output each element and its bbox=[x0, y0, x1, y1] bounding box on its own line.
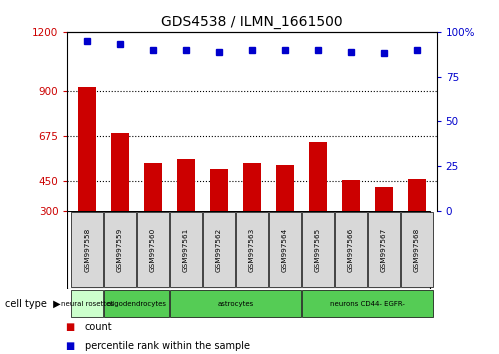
Text: GSM997562: GSM997562 bbox=[216, 227, 222, 272]
FancyBboxPatch shape bbox=[137, 212, 169, 287]
Text: GSM997559: GSM997559 bbox=[117, 227, 123, 272]
FancyBboxPatch shape bbox=[302, 212, 334, 287]
Text: count: count bbox=[85, 321, 112, 332]
Bar bbox=[342, 180, 360, 211]
Text: GSM997561: GSM997561 bbox=[183, 227, 189, 272]
Text: GSM997565: GSM997565 bbox=[315, 227, 321, 272]
FancyBboxPatch shape bbox=[104, 212, 136, 287]
Text: ■: ■ bbox=[65, 341, 74, 351]
Text: cell type  ▶: cell type ▶ bbox=[5, 298, 60, 309]
Text: GSM997558: GSM997558 bbox=[84, 227, 90, 272]
FancyBboxPatch shape bbox=[71, 290, 103, 317]
FancyBboxPatch shape bbox=[401, 212, 433, 287]
FancyBboxPatch shape bbox=[335, 212, 367, 287]
Bar bbox=[144, 163, 162, 211]
FancyBboxPatch shape bbox=[368, 212, 400, 287]
Bar bbox=[375, 187, 393, 211]
Text: GSM997560: GSM997560 bbox=[150, 227, 156, 272]
Text: GSM997567: GSM997567 bbox=[381, 227, 387, 272]
Bar bbox=[177, 159, 195, 211]
FancyBboxPatch shape bbox=[302, 290, 433, 317]
FancyBboxPatch shape bbox=[269, 212, 301, 287]
FancyBboxPatch shape bbox=[170, 212, 202, 287]
Bar bbox=[111, 133, 129, 211]
Bar bbox=[309, 142, 327, 211]
Text: neurons CD44- EGFR-: neurons CD44- EGFR- bbox=[330, 301, 405, 307]
FancyBboxPatch shape bbox=[236, 212, 268, 287]
Bar bbox=[243, 163, 261, 211]
Bar bbox=[408, 179, 426, 211]
Bar bbox=[210, 169, 228, 211]
FancyBboxPatch shape bbox=[71, 212, 103, 287]
Text: oligodendrocytes: oligodendrocytes bbox=[107, 301, 167, 307]
FancyBboxPatch shape bbox=[203, 212, 235, 287]
FancyBboxPatch shape bbox=[104, 290, 169, 317]
Text: GSM997563: GSM997563 bbox=[249, 227, 255, 272]
Text: GSM997568: GSM997568 bbox=[414, 227, 420, 272]
Text: astrocytes: astrocytes bbox=[218, 301, 253, 307]
FancyBboxPatch shape bbox=[67, 211, 430, 289]
Text: ■: ■ bbox=[65, 321, 74, 332]
Text: percentile rank within the sample: percentile rank within the sample bbox=[85, 341, 250, 351]
Text: GSM997566: GSM997566 bbox=[348, 227, 354, 272]
Bar bbox=[78, 87, 96, 211]
FancyBboxPatch shape bbox=[170, 290, 301, 317]
Text: neural rosettes: neural rosettes bbox=[61, 301, 114, 307]
Bar bbox=[276, 165, 294, 211]
Title: GDS4538 / ILMN_1661500: GDS4538 / ILMN_1661500 bbox=[161, 16, 343, 29]
Text: GSM997564: GSM997564 bbox=[282, 227, 288, 272]
